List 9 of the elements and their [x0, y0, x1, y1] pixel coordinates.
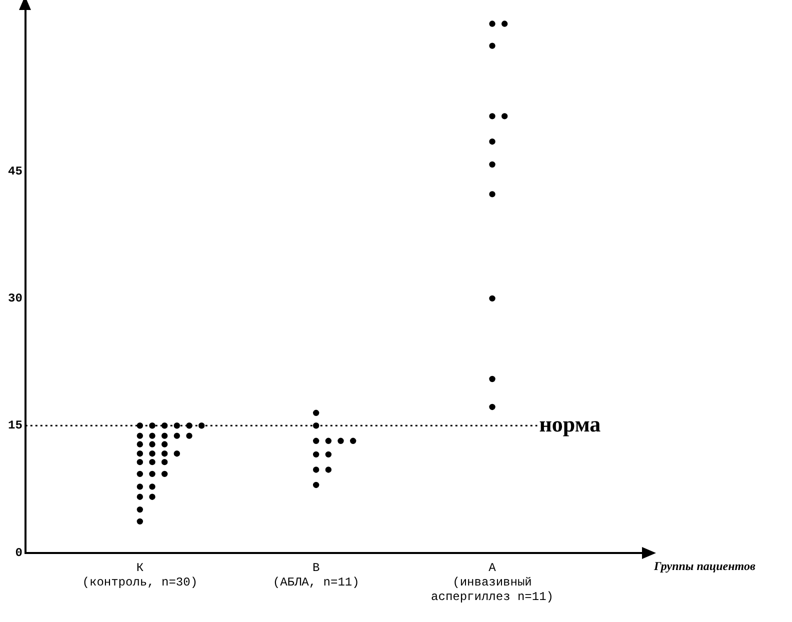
ref-line-label: норма: [539, 411, 601, 436]
text: Группы пациентов: [653, 558, 756, 573]
x-tick-label: К (контроль, n=30): [82, 561, 198, 590]
y-tick-label: 45: [8, 164, 22, 178]
x-tick-label: А (инвазивный аспергиллез n=11): [431, 561, 554, 604]
y-tick-label: 30: [8, 291, 22, 306]
y-tick-label: 0: [15, 546, 22, 560]
x-tick-label: В (АБЛА, n=11): [272, 561, 360, 590]
y-tick-label: 15: [8, 418, 22, 433]
